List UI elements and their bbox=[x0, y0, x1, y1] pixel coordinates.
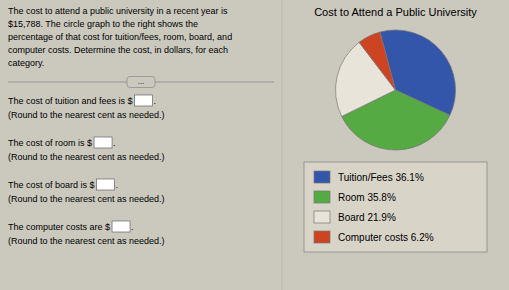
note: (Round to the nearest cent as needed.) bbox=[8, 236, 165, 246]
period: . bbox=[116, 180, 119, 190]
answer-input[interactable] bbox=[97, 179, 115, 190]
legend-swatch bbox=[314, 191, 330, 203]
description-line: The cost to attend a public university i… bbox=[8, 6, 228, 16]
legend-swatch bbox=[314, 231, 330, 243]
legend-label: Computer costs 6.2% bbox=[338, 232, 434, 243]
question: The cost of tuition and fees is $ bbox=[8, 96, 133, 106]
description-line: percentage of that cost for tuition/fees… bbox=[8, 32, 232, 42]
note: (Round to the nearest cent as needed.) bbox=[8, 110, 165, 120]
pie-slice bbox=[359, 32, 395, 90]
question: The cost of board is $ bbox=[8, 180, 95, 190]
period: . bbox=[154, 96, 157, 106]
note: (Round to the nearest cent as needed.) bbox=[8, 152, 165, 162]
description-line: category. bbox=[8, 58, 44, 68]
chart: The cost to attend a public university i… bbox=[0, 0, 509, 290]
background bbox=[0, 0, 509, 290]
pie-slice bbox=[335, 42, 395, 116]
description-line: $15,788. The circle graph to the right s… bbox=[8, 19, 198, 29]
question: The computer costs are $ bbox=[8, 222, 110, 232]
title: Cost to Attend a Public University bbox=[314, 6, 477, 18]
legend: Tuition/Fees 36.1% Room 35.8% Board 21.9% C… bbox=[304, 162, 487, 252]
pie bbox=[335, 30, 455, 150]
legend-swatch bbox=[314, 171, 330, 183]
legend-label: Room 35.8% bbox=[338, 192, 396, 203]
legend-box bbox=[304, 162, 487, 252]
period: . bbox=[113, 138, 116, 148]
legend-label: Tuition/Fees 36.1% bbox=[338, 172, 424, 183]
text-panel: The cost to attend a public university i… bbox=[8, 6, 274, 246]
question: The cost of room is $ bbox=[8, 138, 92, 148]
answer-input[interactable] bbox=[112, 221, 130, 232]
legend-label: Board 21.9% bbox=[338, 212, 396, 223]
period: . bbox=[131, 222, 134, 232]
description-line: computer costs. Determine the cost, in d… bbox=[8, 45, 228, 55]
note: (Round to the nearest cent as needed.) bbox=[8, 194, 165, 204]
answer-input[interactable] bbox=[135, 95, 153, 106]
answer-input[interactable] bbox=[94, 137, 112, 148]
panel-divider bbox=[282, 0, 283, 290]
button-label: ... bbox=[138, 77, 145, 86]
expand-button[interactable] bbox=[127, 77, 155, 88]
legend-swatch bbox=[314, 211, 330, 223]
